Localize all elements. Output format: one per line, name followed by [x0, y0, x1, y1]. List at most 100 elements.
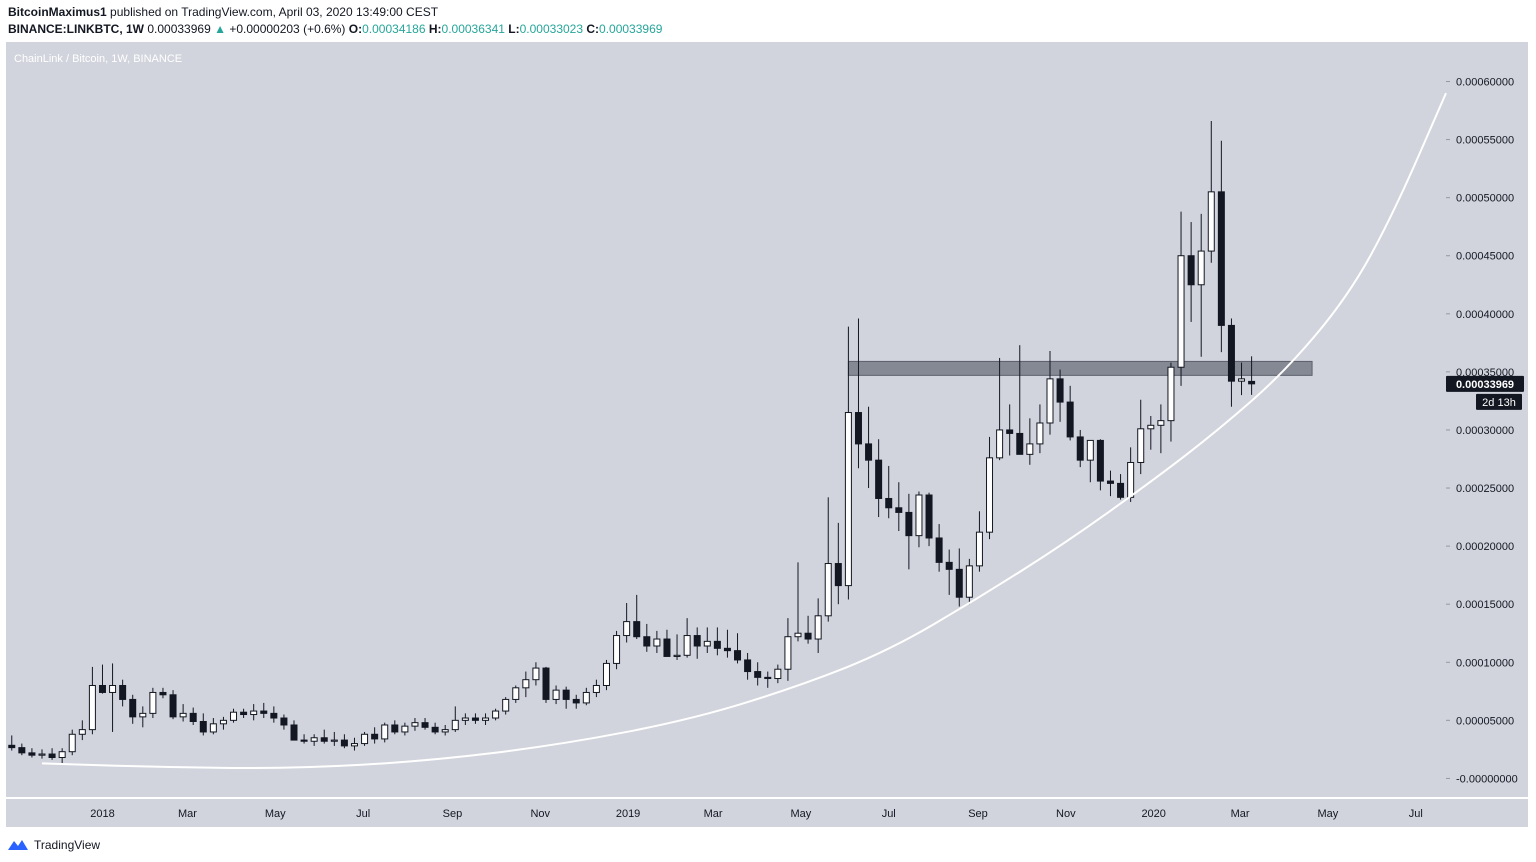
candle-down [854, 412, 862, 445]
countdown-label: 2d 13h [1482, 397, 1516, 409]
candle-down [713, 640, 721, 649]
y-tick-label: 0.00030000 [1456, 425, 1514, 437]
chart-area[interactable]: ChainLink / Bitcoin, 1W, BINANCE -0.0000… [0, 40, 1536, 830]
candle-up [179, 712, 187, 718]
candle-up [703, 640, 711, 647]
y-tick-label: 0.00050000 [1456, 193, 1514, 205]
candle-up [1157, 420, 1165, 426]
candle-down [723, 647, 731, 652]
candle-up [774, 668, 782, 680]
countdown-bg [1476, 393, 1522, 410]
footer-brand[interactable]: TradingView [34, 838, 101, 852]
x-tick-label: May [790, 808, 811, 820]
candle-up [250, 710, 258, 716]
open-label: O: [348, 22, 363, 36]
candle-up [986, 457, 994, 533]
candle-up [653, 638, 661, 647]
y-tick-label: 0.00010000 [1456, 657, 1514, 669]
candle-up [1036, 422, 1044, 445]
parabolic-support-curve [41, 92, 1447, 770]
candle-up [683, 635, 691, 656]
candle-down [1016, 432, 1024, 455]
candle-down [471, 717, 479, 721]
candle-down [421, 722, 429, 728]
author-name[interactable]: BitcoinMaximus1 [8, 5, 107, 19]
x-tick-label: Mar [1231, 808, 1250, 820]
y-tick-label: 0.00040000 [1456, 309, 1514, 321]
candle-down [834, 563, 842, 587]
candle-up [965, 565, 973, 598]
x-tick-label: Nov [1056, 808, 1076, 820]
candle-down [1117, 482, 1125, 498]
candle-up [623, 621, 631, 637]
candle-up [673, 654, 681, 657]
candle-up [602, 662, 610, 686]
candle-down [391, 724, 399, 733]
time-axis[interactable] [6, 799, 1528, 827]
price-axis[interactable] [1446, 42, 1528, 797]
candle-down [28, 752, 36, 756]
candle-down [129, 698, 137, 718]
candle-down [119, 684, 127, 700]
candle-down [945, 561, 953, 570]
x-tick-label: May [1318, 808, 1339, 820]
candle-down [572, 698, 580, 704]
candle-down [764, 676, 772, 680]
x-tick-label: Jul [356, 808, 370, 820]
candle-down [280, 717, 288, 726]
candle-up [996, 429, 1004, 459]
chart-header: BitcoinMaximus1 published on TradingView… [8, 4, 1528, 40]
candle-up [975, 531, 983, 567]
candle-up [1147, 424, 1155, 430]
last-price: 0.00033969 [147, 22, 211, 36]
candle-down [189, 712, 197, 722]
candle-up [824, 563, 832, 617]
candle-down [159, 691, 167, 696]
tradingview-logo-icon[interactable] [6, 838, 30, 852]
candle-down [1006, 429, 1014, 434]
candle-down [804, 632, 812, 640]
plot-background[interactable] [6, 42, 1446, 797]
candle-down [935, 537, 943, 563]
candle-up [1086, 439, 1094, 461]
y-tick-label: 0.00055000 [1456, 135, 1514, 147]
candle-down [320, 737, 328, 742]
candle-up [915, 494, 923, 537]
candle-down [340, 739, 348, 747]
candle-up [411, 722, 419, 727]
x-tick-label: Sep [968, 808, 988, 820]
candle-down [48, 753, 56, 759]
candle-down [240, 711, 248, 716]
candle-up [794, 632, 802, 638]
y-tick-label: 0.00005000 [1456, 715, 1514, 727]
y-tick-label: 0.00015000 [1456, 599, 1514, 611]
price-tag-bg [1446, 375, 1524, 392]
candle-up [38, 753, 46, 756]
candle-down [925, 494, 933, 539]
candle-up [1197, 250, 1205, 286]
y-tick-label: 0.00025000 [1456, 483, 1514, 495]
candle-down [875, 459, 883, 499]
candle-up [230, 711, 238, 721]
high-value: 0.00036341 [441, 22, 505, 36]
candlestick-chart[interactable]: ChainLink / Bitcoin, 1W, BINANCE -0.0000… [0, 40, 1536, 830]
candle-up [1177, 255, 1185, 368]
candle-up [482, 717, 490, 721]
x-tick-label: 2020 [1141, 808, 1165, 820]
candle-down [199, 721, 207, 733]
candle-down [663, 638, 671, 657]
candle-down [955, 568, 963, 598]
candle-up [330, 739, 338, 742]
publish-info: published on TradingView.com, April 03, … [110, 5, 439, 19]
candle-up [381, 724, 389, 740]
candle-up [532, 667, 540, 681]
candle-down [542, 667, 550, 700]
ohlc-line: BINANCE:LINKBTC, 1W 0.00033969 ▲ +0.0000… [8, 21, 1528, 38]
y-tick-label: 0.00045000 [1456, 251, 1514, 263]
candle-up [1238, 378, 1246, 382]
candle-up [613, 635, 621, 664]
candle-down [1106, 480, 1114, 484]
candle-up [522, 679, 530, 689]
x-tick-label: Jul [882, 808, 896, 820]
candle-up [1207, 191, 1215, 252]
